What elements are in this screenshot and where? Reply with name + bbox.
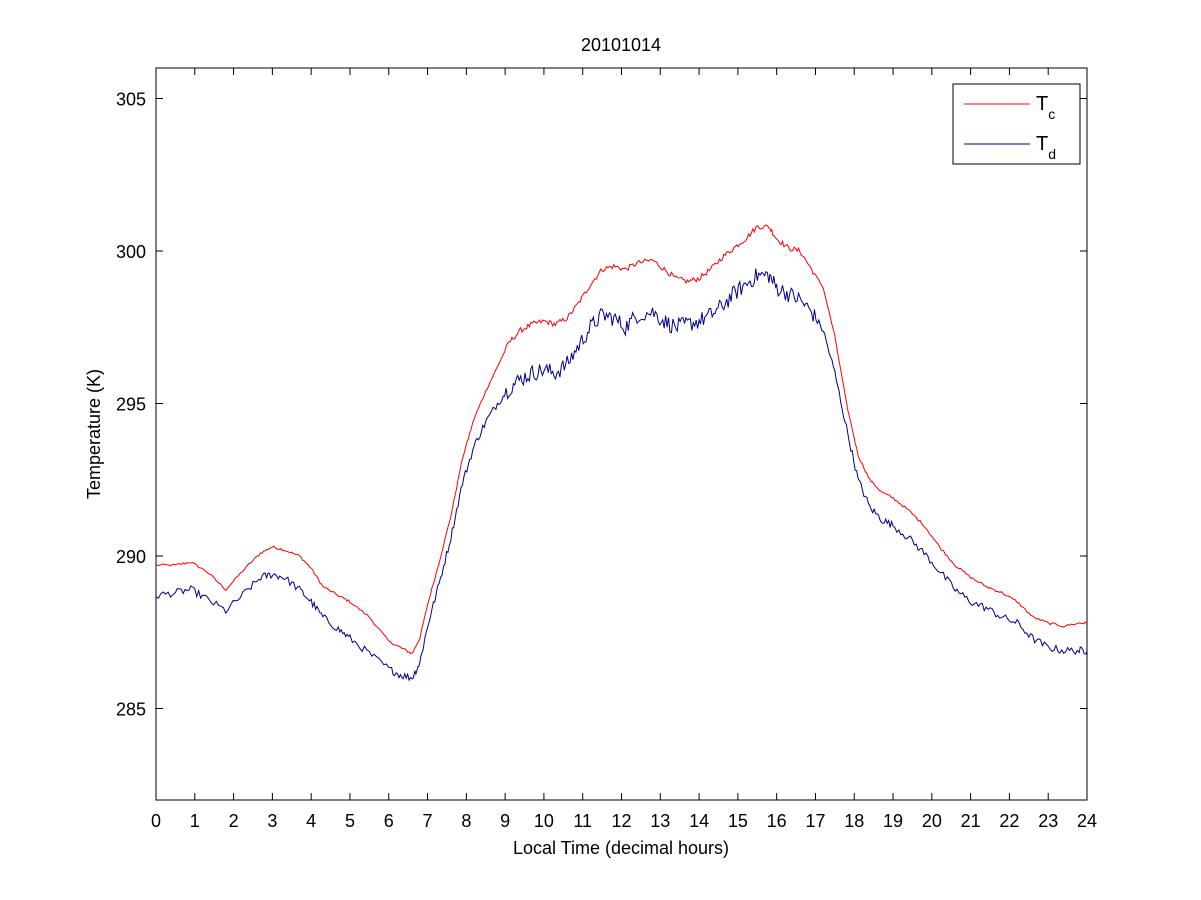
chart-title: 20101014 (581, 35, 661, 55)
x-tick-label: 3 (267, 811, 277, 831)
series-line-t-c (155, 224, 1088, 655)
y-tick-label: 290 (116, 547, 146, 567)
series-layer (155, 224, 1088, 682)
x-tick-label: 0 (151, 811, 161, 831)
x-tick-label: 23 (1038, 811, 1058, 831)
axes-frame (155, 67, 1088, 801)
x-tick-label: 22 (999, 811, 1019, 831)
y-axis-label: Temperature (K) (84, 369, 104, 499)
x-tick-label: 1 (190, 811, 200, 831)
x-tick-label: 7 (423, 811, 433, 831)
x-tick-label: 9 (500, 811, 510, 831)
x-tick-label: 2 (229, 811, 239, 831)
x-tick-label: 8 (461, 811, 471, 831)
x-axis-label: Local Time (decimal hours) (513, 838, 729, 858)
x-tick-label: 12 (611, 811, 631, 831)
y-tick-label: 300 (116, 242, 146, 262)
x-tick-label: 21 (961, 811, 981, 831)
legend-box (952, 83, 1081, 165)
x-tick-label: 14 (689, 811, 709, 831)
series-line-t-d (155, 268, 1088, 682)
x-tick-label: 20 (922, 811, 942, 831)
y-tick-label: 295 (116, 395, 146, 415)
tick-layer: 0 1 2 3 4 5 6 7 8 9 10 11 12 13 14 15 16 17 18 19 20 21 22 23 24… (116, 68, 1097, 831)
x-tick-label: 24 (1077, 811, 1097, 831)
x-tick-label: 16 (767, 811, 787, 831)
y-tick-label: 305 (116, 90, 146, 110)
plot-area: 0 1 2 3 4 5 6 7 8 9 10 11 12 13 14 15 16 17 18 19 20 21 22 23 24… (116, 67, 1097, 831)
x-tick-label: 5 (345, 811, 355, 831)
x-tick-label: 13 (650, 811, 670, 831)
x-tick-label: 19 (883, 811, 903, 831)
x-tick-label: 4 (306, 811, 316, 831)
x-tick-label: 11 (573, 811, 592, 831)
y-tick-label: 285 (116, 700, 146, 720)
x-tick-label: 15 (728, 811, 748, 831)
x-tick-label: 10 (534, 811, 554, 831)
x-tick-label: 18 (844, 811, 864, 831)
x-tick-label: 6 (384, 811, 394, 831)
x-tick-label: 17 (805, 811, 825, 831)
